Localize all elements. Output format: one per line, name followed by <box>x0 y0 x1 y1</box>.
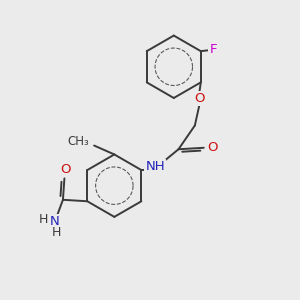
Text: H: H <box>51 226 61 239</box>
Text: CH₃: CH₃ <box>67 136 89 148</box>
Text: O: O <box>194 92 205 105</box>
Text: F: F <box>209 43 217 56</box>
Text: NH: NH <box>146 160 165 173</box>
Text: H: H <box>39 213 48 226</box>
Text: N: N <box>50 215 59 228</box>
Text: O: O <box>61 163 71 176</box>
Text: O: O <box>207 141 218 154</box>
